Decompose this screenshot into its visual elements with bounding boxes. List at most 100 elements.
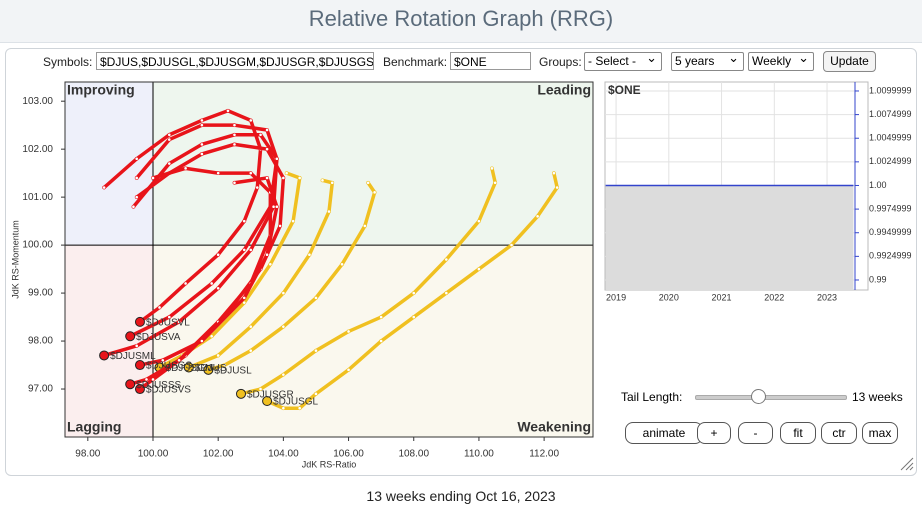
tail-point: [265, 147, 269, 152]
y-tick-label: 100.00: [22, 240, 53, 251]
tail-point: [232, 123, 237, 128]
x-tick-label: 98.00: [75, 449, 100, 460]
tail-point: [242, 300, 247, 305]
series-label: $DJUSGS: [146, 361, 192, 372]
tail-head: [125, 379, 136, 390]
tail-head: [99, 350, 110, 361]
zoom-out-button[interactable]: -: [738, 422, 773, 444]
tail-point: [248, 118, 253, 123]
tail-point: [265, 252, 269, 257]
groups-label: Groups:: [539, 55, 582, 69]
tail-point: [209, 334, 214, 339]
tail-line: [139, 176, 279, 367]
tail-point: [258, 132, 263, 137]
tail-point: [330, 180, 335, 185]
series-label: $DJUSVL: [146, 318, 190, 329]
tail-point: [183, 166, 188, 171]
center-button[interactable]: ctr: [821, 422, 857, 444]
tail-point: [281, 372, 286, 377]
tail-head: [134, 316, 145, 327]
y-tick-label: 0.99: [869, 274, 887, 284]
tail-point: [281, 291, 286, 295]
tail-point: [274, 204, 279, 209]
area: [605, 185, 854, 290]
tail-point: [551, 171, 556, 176]
tail-point: [144, 377, 149, 382]
tail-value: 13 weeks: [852, 390, 903, 404]
y-tick-label: 0.9924999: [869, 251, 912, 261]
tail-point: [258, 387, 263, 391]
tail-point: [102, 185, 107, 190]
frequency-value: Weekly: [752, 54, 792, 68]
tail-head: [236, 388, 246, 399]
y-tick-label: 1.0099999: [869, 85, 912, 95]
tail-point: [216, 286, 221, 291]
tail-point: [199, 123, 204, 128]
tail-point: [362, 224, 367, 228]
x-tick-label: 110.00: [464, 449, 494, 460]
tail-line: [103, 133, 279, 358]
tail-point: [167, 161, 172, 166]
series-label: $DJUSSS: [136, 380, 181, 391]
update-button[interactable]: Update: [823, 51, 876, 72]
tail-head: [134, 360, 145, 371]
tail-point: [216, 353, 221, 358]
frequency-select[interactable]: Weekly: [748, 49, 814, 71]
tail-point: [535, 214, 540, 219]
slider-knob[interactable]: [751, 389, 766, 404]
tail-point: [274, 156, 279, 161]
tail-point: [151, 176, 155, 180]
tail-point: [444, 257, 449, 262]
symbols-input[interactable]: $DJUS,$DJUSGL,$DJUSGM,$DJUSGR,$DJUSGS: [96, 52, 374, 70]
tail-point: [167, 132, 172, 137]
series-label: $DJUSVS: [146, 385, 191, 396]
max-button[interactable]: max: [862, 422, 898, 444]
tail-point: [477, 267, 481, 271]
benchmark-input[interactable]: $ONE: [450, 52, 531, 70]
x-tick-label: 112.00: [529, 449, 559, 460]
benchmark-label: Benchmark:: [383, 55, 448, 69]
tail-point: [284, 171, 289, 176]
x-tick-label: 108.00: [398, 449, 429, 460]
tail-point: [134, 195, 139, 200]
tail-slider[interactable]: [695, 395, 847, 400]
series-label: $DJUSGL: [273, 397, 318, 408]
tail-point: [242, 219, 247, 224]
tail-point: [199, 339, 204, 343]
groups-select[interactable]: - Select -: [584, 49, 662, 71]
tail-point: [177, 319, 181, 324]
tail-point: [226, 108, 230, 113]
tail-point: [216, 252, 221, 257]
tail-point: [340, 262, 344, 267]
x-tick-label: 2019: [606, 292, 626, 302]
tail-point: [297, 406, 302, 411]
y-tick-label: 99.00: [28, 288, 53, 299]
tail-point: [297, 176, 302, 180]
y-tick-label: 0.9974999: [869, 203, 912, 213]
tail-point: [346, 329, 351, 334]
y-axis-label: JdK RS-Momentum: [10, 220, 20, 299]
quadrant-label: Improving: [67, 82, 135, 98]
tail-point: [490, 166, 494, 171]
tail-point: [131, 204, 136, 209]
y-tick-label: 1.00: [869, 180, 887, 190]
tail-point: [327, 209, 331, 214]
tail-head: [125, 331, 136, 342]
tail-point: [379, 339, 384, 343]
period-select[interactable]: 5 years: [671, 49, 744, 71]
animate-button[interactable]: animate: [625, 422, 703, 444]
tail-point: [255, 185, 260, 190]
fit-button[interactable]: fit: [780, 422, 816, 444]
tail-point: [167, 315, 172, 319]
zoom-in-button[interactable]: +: [697, 422, 731, 444]
tail-point: [320, 178, 325, 183]
y-tick-label: 97.00: [28, 384, 53, 395]
tail-point: [307, 252, 312, 257]
tail-point: [199, 118, 204, 123]
tail-point: [366, 180, 371, 185]
x-tick-label: 2021: [712, 292, 732, 302]
series-label: $DJUSGR: [247, 389, 294, 400]
tail-point: [232, 132, 237, 137]
tail-point: [346, 367, 351, 372]
